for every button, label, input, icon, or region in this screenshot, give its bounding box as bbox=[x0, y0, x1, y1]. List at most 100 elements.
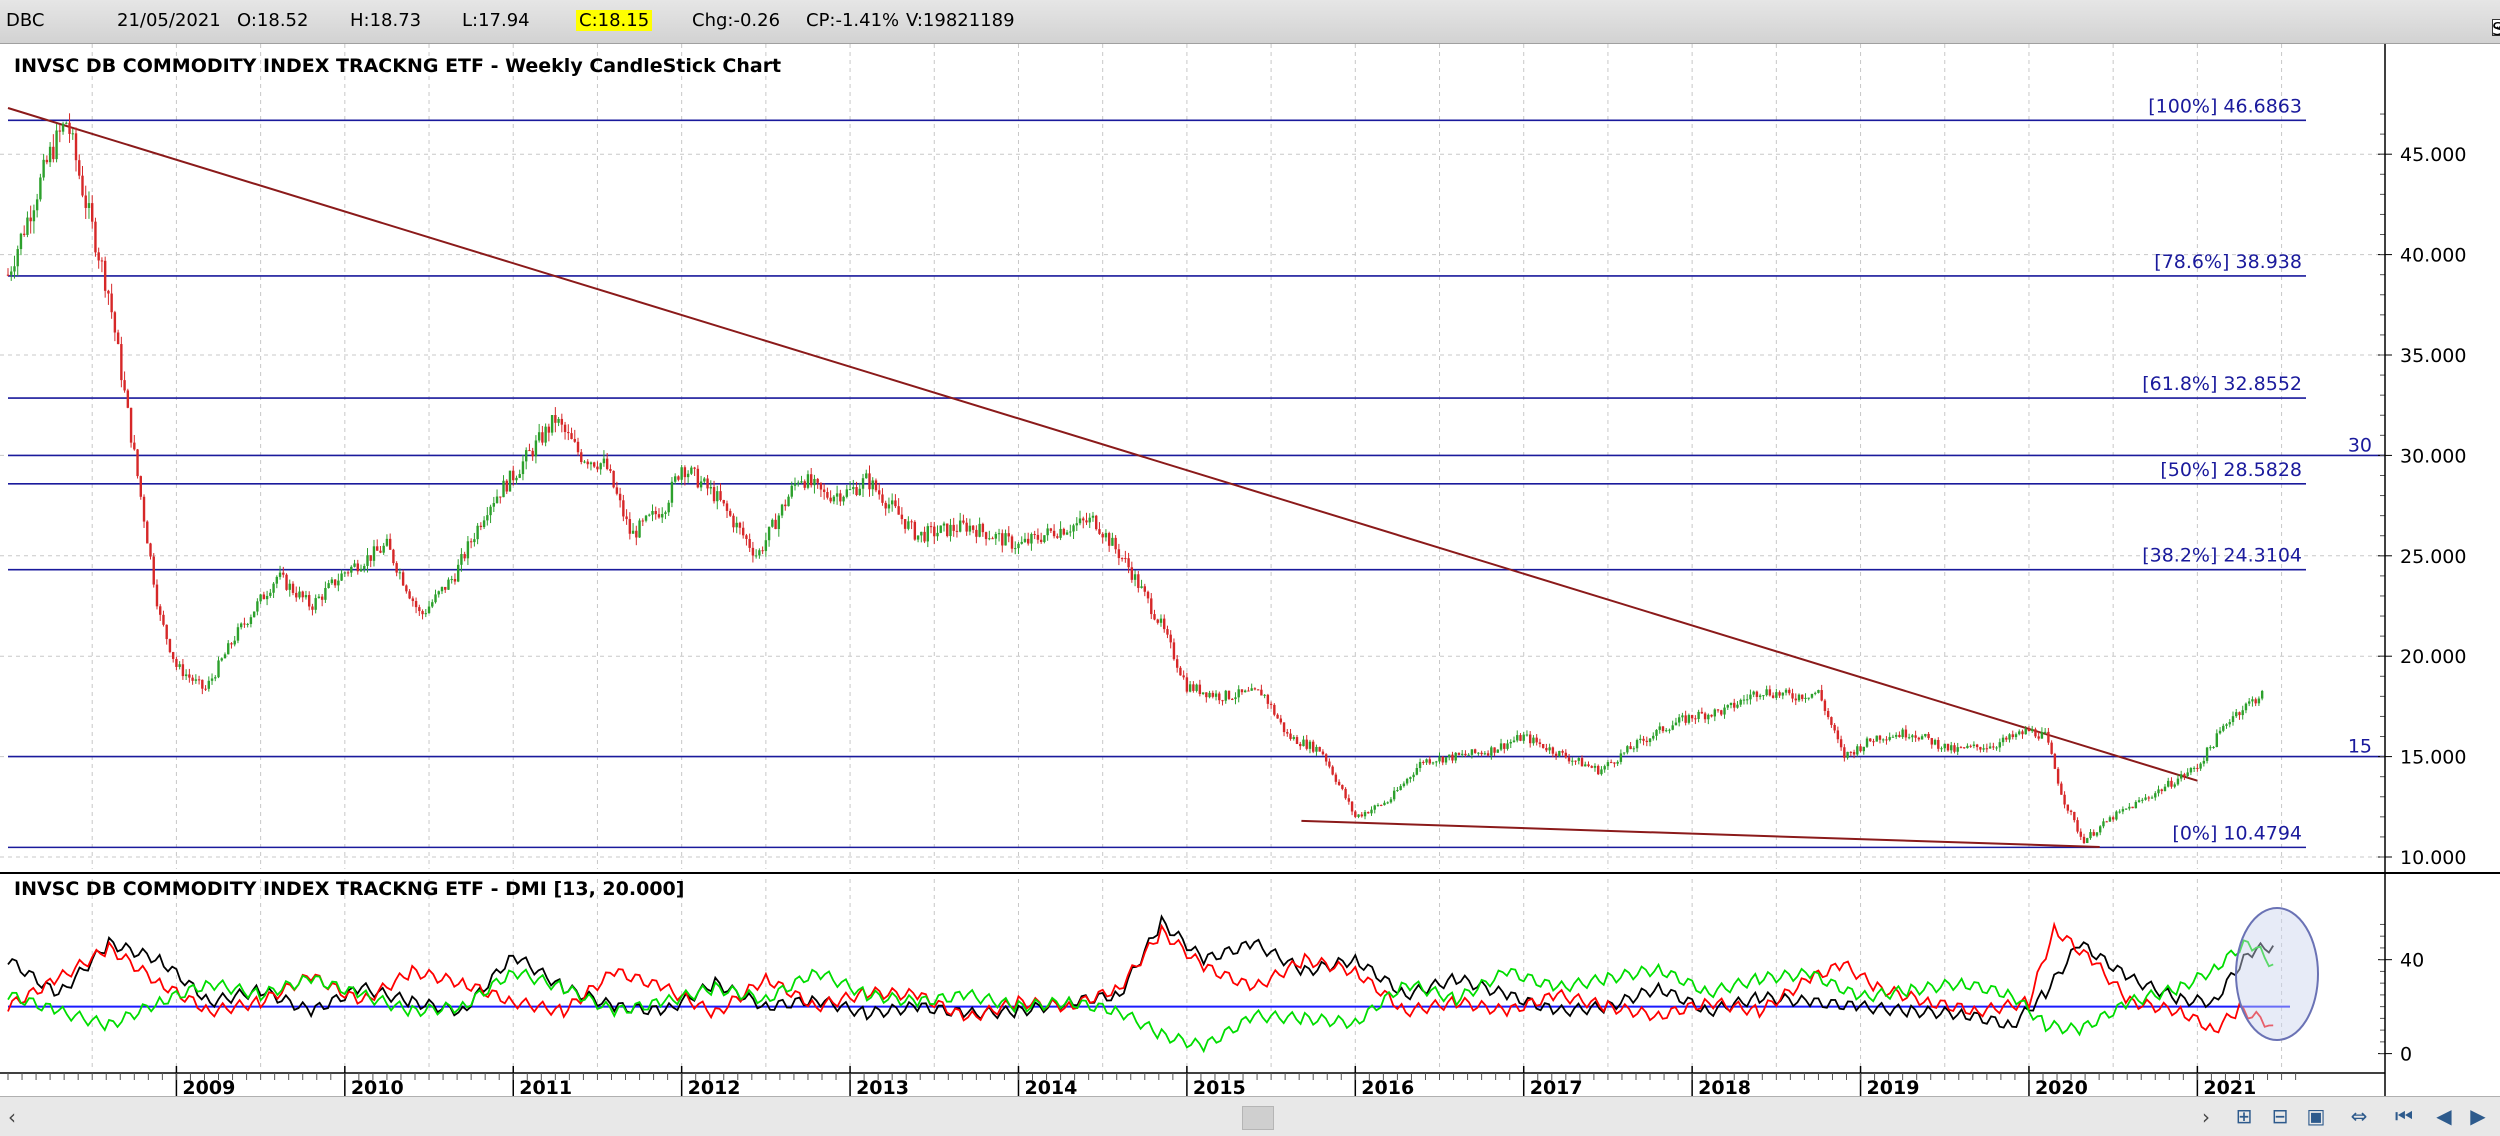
candle-body bbox=[1852, 752, 1856, 755]
candle-body bbox=[1962, 747, 1966, 749]
candle-body bbox=[1133, 574, 1137, 580]
candle-body bbox=[852, 487, 855, 490]
candle-body bbox=[382, 545, 385, 553]
candle-body bbox=[1243, 690, 1247, 693]
candle-body bbox=[1211, 692, 1215, 697]
candle-body bbox=[1645, 740, 1648, 743]
candle-body bbox=[1409, 777, 1412, 779]
candle-body bbox=[544, 426, 547, 443]
candle-body bbox=[1256, 689, 1260, 691]
candle-body bbox=[418, 607, 421, 612]
scroll-left-icon[interactable]: ‹ bbox=[8, 1105, 16, 1129]
candle-body bbox=[868, 473, 871, 490]
zoom-in-icon[interactable]: ⊞ bbox=[2235, 1104, 2253, 1128]
candle-body bbox=[1652, 735, 1655, 739]
candle-body bbox=[136, 449, 139, 477]
candle-body bbox=[829, 497, 832, 502]
candle-body bbox=[738, 522, 742, 528]
candle-body bbox=[1609, 762, 1613, 764]
candle-body bbox=[2115, 811, 2118, 820]
candle-body bbox=[363, 565, 366, 570]
candle-body bbox=[87, 203, 91, 208]
x-tick-label: 2015 bbox=[1193, 1077, 1246, 1096]
candle-body bbox=[217, 660, 220, 678]
dmi-series-line bbox=[7, 939, 2274, 1054]
candle-body bbox=[291, 583, 295, 593]
candle-body bbox=[874, 480, 878, 491]
candle-body bbox=[246, 623, 249, 625]
candle-body bbox=[1516, 735, 1519, 741]
candle-body bbox=[482, 520, 486, 528]
candle-body bbox=[1477, 752, 1480, 754]
candle-body bbox=[933, 526, 936, 537]
open-label: O:18.52 bbox=[237, 10, 309, 31]
candle-body bbox=[1286, 732, 1289, 734]
candle-body bbox=[946, 523, 949, 537]
candle-body bbox=[2063, 794, 2066, 805]
candle-body bbox=[265, 595, 269, 600]
candle-body bbox=[466, 541, 470, 559]
fibonacci-levels: [100%] 46.6863 [78.6%] 38.938 [61.8%] 32.8… bbox=[8, 95, 2385, 849]
candle-body bbox=[994, 533, 998, 539]
candle-body bbox=[1033, 534, 1036, 536]
candle-body bbox=[1690, 715, 1694, 719]
candle-body bbox=[233, 640, 236, 645]
candle-body bbox=[567, 432, 570, 434]
candle-body bbox=[1710, 714, 1713, 717]
fit-icon[interactable]: ▣ bbox=[2306, 1104, 2326, 1128]
candle-body bbox=[2131, 806, 2134, 809]
candle-body bbox=[1771, 695, 1775, 698]
candle-body bbox=[703, 478, 706, 482]
first-icon[interactable]: ⏮ bbox=[2395, 1104, 2413, 1128]
scroll-right-icon[interactable]: › bbox=[2202, 1105, 2210, 1129]
candle-body bbox=[865, 473, 868, 479]
candle-body bbox=[453, 579, 457, 582]
candle-body bbox=[1098, 529, 1101, 534]
candle-body bbox=[1341, 784, 1344, 789]
candle-body bbox=[1104, 533, 1108, 538]
candle-body bbox=[754, 555, 758, 557]
candle-body bbox=[1894, 734, 1898, 737]
candle-body bbox=[1622, 752, 1626, 754]
candle-body bbox=[706, 478, 709, 489]
candle-body bbox=[1619, 753, 1623, 762]
expand-icon[interactable]: ⇔ bbox=[2350, 1104, 2368, 1128]
candle-body bbox=[618, 493, 622, 501]
scroll-bar[interactable]: ‹ › ⊞ ⊟ ▣ ⇔ ⏮ ◀ ▶ bbox=[0, 1096, 2500, 1136]
candle-body bbox=[793, 483, 797, 486]
candle-body bbox=[1010, 536, 1014, 549]
candle-body bbox=[440, 586, 444, 592]
candle-body bbox=[1943, 743, 1946, 749]
candle-body bbox=[346, 572, 350, 574]
candle-body bbox=[832, 496, 836, 502]
candle-body bbox=[2124, 808, 2128, 810]
candle-body bbox=[282, 572, 285, 575]
candle-body bbox=[1972, 744, 1976, 746]
chart-canvas[interactable]: [100%] 46.6863 [78.6%] 38.938 [61.8%] 32.8… bbox=[0, 44, 2500, 1096]
candle-body bbox=[958, 520, 962, 532]
candle-body bbox=[1875, 735, 1878, 742]
candle-body bbox=[39, 177, 42, 200]
candle-body bbox=[1428, 759, 1431, 764]
candle-body bbox=[1120, 558, 1124, 560]
candle-body bbox=[1383, 802, 1386, 806]
x-tick-label: 2013 bbox=[856, 1077, 909, 1096]
candle-body bbox=[631, 530, 635, 534]
candles bbox=[6, 113, 2264, 845]
candle-body bbox=[1597, 765, 1600, 775]
candle-body bbox=[317, 596, 321, 599]
candle-body bbox=[751, 547, 755, 556]
candle-body bbox=[1218, 693, 1221, 701]
previous-icon[interactable]: ◀ bbox=[2436, 1104, 2452, 1128]
candle-body bbox=[401, 572, 405, 586]
zoom-out-icon[interactable]: ⊟ bbox=[2271, 1104, 2289, 1128]
candle-body bbox=[1402, 783, 1406, 787]
candle-body bbox=[2192, 767, 2196, 769]
next-icon[interactable]: ▶ bbox=[2470, 1104, 2486, 1128]
candle-body bbox=[1344, 788, 1347, 799]
candle-body bbox=[515, 477, 518, 481]
candle-body bbox=[301, 591, 304, 598]
candle-body bbox=[1357, 814, 1360, 817]
scroll-thumb[interactable] bbox=[1242, 1106, 1274, 1130]
candle-body bbox=[583, 461, 586, 463]
